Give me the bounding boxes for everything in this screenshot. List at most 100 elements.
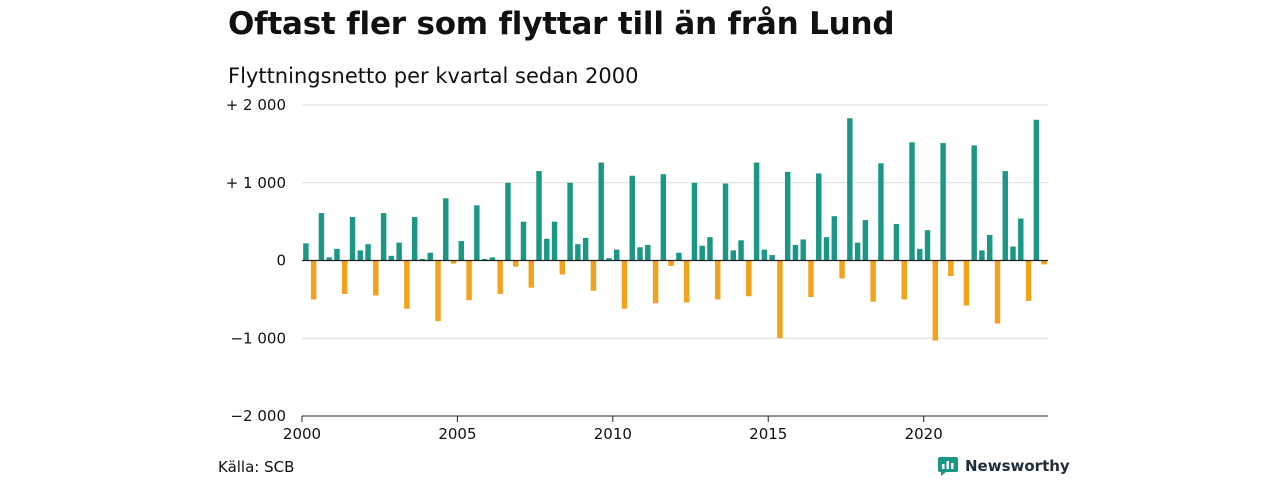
bar bbox=[567, 182, 573, 261]
bar bbox=[342, 260, 348, 294]
y-tick-label: 0 bbox=[276, 252, 286, 270]
bar bbox=[854, 242, 861, 261]
brand-logo[interactable]: Newsworthy bbox=[937, 455, 1070, 477]
y-tick-label: −2 000 bbox=[230, 407, 286, 425]
bar bbox=[629, 175, 635, 261]
bar bbox=[411, 216, 418, 261]
bar bbox=[971, 145, 977, 261]
bar bbox=[365, 244, 371, 261]
bar bbox=[310, 260, 317, 300]
bar bbox=[1041, 260, 1047, 265]
bar bbox=[1025, 260, 1032, 301]
bar bbox=[917, 248, 923, 261]
bar bbox=[388, 255, 395, 261]
bar bbox=[777, 260, 783, 339]
bar bbox=[1010, 246, 1016, 261]
y-tick-label: + 2 000 bbox=[226, 96, 286, 114]
bar bbox=[380, 213, 387, 261]
bar bbox=[1018, 218, 1024, 261]
bar bbox=[1002, 171, 1008, 261]
y-tick-label: −1 000 bbox=[230, 329, 286, 347]
bar bbox=[816, 173, 822, 261]
source-note: Källa: SCB bbox=[218, 458, 295, 476]
chart-title: Oftast fler som flyttar till än från Lun… bbox=[228, 6, 895, 42]
y-tick-label: + 1 000 bbox=[226, 174, 286, 192]
bar bbox=[761, 249, 768, 261]
bar bbox=[994, 260, 1001, 324]
bar bbox=[683, 260, 690, 303]
bar bbox=[458, 241, 465, 261]
bar bbox=[699, 245, 705, 261]
bar bbox=[878, 163, 884, 261]
bar bbox=[536, 171, 542, 261]
bars bbox=[303, 118, 1047, 341]
bar bbox=[357, 250, 363, 261]
bar bbox=[800, 239, 806, 261]
bar bbox=[979, 250, 985, 261]
bar bbox=[614, 249, 620, 261]
bar bbox=[443, 198, 449, 261]
newsworthy-logo-icon bbox=[938, 457, 958, 476]
bar bbox=[948, 260, 954, 277]
bar bbox=[598, 162, 604, 261]
bar bbox=[707, 237, 713, 261]
bar bbox=[505, 182, 511, 261]
bar bbox=[396, 242, 402, 261]
bar bbox=[870, 260, 876, 302]
bar bbox=[621, 260, 628, 309]
bar bbox=[924, 230, 931, 261]
bar bbox=[753, 162, 760, 261]
bar bbox=[419, 258, 426, 261]
x-tick-label: 2010 bbox=[594, 425, 632, 443]
brand-name: Newsworthy bbox=[965, 457, 1070, 475]
x-tick-label: 2020 bbox=[905, 425, 943, 443]
x-tick-label: 2015 bbox=[749, 425, 787, 443]
x-tick-label: 2000 bbox=[283, 425, 321, 443]
bar bbox=[668, 260, 674, 266]
bar bbox=[520, 221, 527, 261]
chart-subtitle: Flyttningsnetto per kvartal sedan 2000 bbox=[228, 64, 639, 88]
bar bbox=[334, 248, 340, 261]
bar bbox=[847, 118, 853, 261]
bar bbox=[901, 260, 907, 300]
bar bbox=[606, 258, 612, 261]
bar bbox=[660, 174, 667, 261]
bar bbox=[435, 260, 441, 322]
bar bbox=[909, 142, 915, 261]
bar bbox=[512, 260, 519, 267]
bar bbox=[575, 244, 581, 261]
bar bbox=[474, 205, 480, 261]
x-tick-label: 2005 bbox=[438, 425, 476, 443]
bar bbox=[528, 260, 534, 288]
bar bbox=[1033, 119, 1040, 261]
bar bbox=[481, 258, 488, 261]
bar bbox=[497, 260, 503, 294]
bar bbox=[823, 237, 830, 261]
bar bbox=[373, 260, 379, 296]
bar bbox=[862, 220, 869, 261]
bar bbox=[831, 216, 838, 261]
bar bbox=[466, 260, 472, 301]
bar bbox=[645, 244, 651, 261]
bar bbox=[940, 143, 946, 261]
bar bbox=[676, 252, 682, 261]
bar bbox=[590, 260, 597, 291]
bar bbox=[551, 221, 558, 261]
bar bbox=[404, 260, 410, 309]
bar bbox=[691, 182, 698, 261]
bar bbox=[792, 244, 799, 261]
bar bbox=[489, 257, 496, 261]
bar bbox=[738, 240, 744, 261]
bar bbox=[349, 216, 356, 261]
bar bbox=[893, 223, 900, 261]
bar bbox=[559, 260, 566, 275]
bar bbox=[730, 250, 736, 261]
bar bbox=[715, 260, 721, 300]
bar bbox=[318, 213, 325, 261]
bar bbox=[427, 252, 433, 261]
bar bbox=[746, 260, 752, 297]
bar bbox=[544, 238, 550, 261]
bar bbox=[987, 234, 993, 261]
